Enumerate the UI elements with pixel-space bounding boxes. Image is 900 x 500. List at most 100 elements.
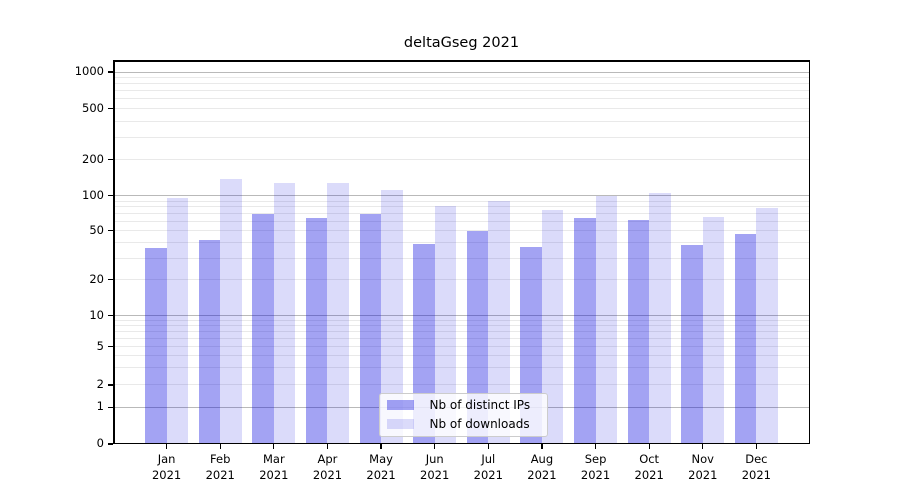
y-tick-label: 100 (82, 187, 104, 202)
x-tick-label: Nov 2021 (671, 452, 735, 483)
x-tick-label: Jan 2021 (135, 452, 199, 483)
axis-spine-right (808, 60, 810, 444)
x-tick-label-month: Jan (157, 452, 176, 466)
minor-gridline (113, 367, 810, 369)
x-tick-label-year: 2021 (741, 467, 772, 482)
y-tick-label: 1 (96, 399, 104, 414)
y-tick-mark (108, 345, 113, 348)
x-tick-label-month: Jun (425, 452, 444, 466)
x-tick-label-year: 2021 (473, 467, 503, 482)
minor-gridline (113, 77, 810, 79)
x-tick-label-month: Oct (639, 452, 660, 466)
axis-spine-top (113, 60, 810, 62)
bar-downloads-jan (166, 197, 189, 444)
minor-gridline (113, 159, 810, 161)
x-tick-mark (166, 444, 168, 449)
axis-spine-bottom (113, 442, 810, 444)
y-tick-mark (108, 107, 113, 110)
y-tick-label: 0 (96, 436, 104, 450)
bar-distinct-ips-feb (198, 240, 221, 444)
x-tick-mark (594, 444, 597, 449)
minor-gridline (113, 136, 810, 138)
y-tick-mark (108, 159, 113, 161)
x-tick-mark (702, 444, 704, 449)
x-tick-label-year: 2021 (205, 467, 235, 482)
x-tick-label-month: Apr (317, 452, 338, 466)
minor-gridline (113, 346, 810, 348)
y-tick-mark (108, 279, 113, 281)
bar-downloads-mar (273, 183, 296, 444)
legend-label-downloads: Nb of downloads (429, 416, 530, 431)
minor-gridline (113, 325, 810, 327)
x-tick-label-year: 2021 (259, 467, 289, 482)
bar-distinct-ips-dec (734, 234, 757, 444)
bar-downloads-dec (756, 207, 778, 444)
x-tick-label-year: 2021 (151, 467, 182, 482)
bar-downloads-apr (327, 182, 349, 444)
x-tick-label-year: 2021 (527, 467, 557, 482)
bar-distinct-ips-apr (305, 218, 328, 444)
plot-area: Nb of distinct IPs Nb of downloads (113, 60, 810, 444)
x-tick-label-year: 2021 (312, 467, 343, 482)
x-tick-label-month: Dec (745, 452, 768, 466)
bar-distinct-ips-mar (252, 213, 274, 444)
minor-gridline (113, 90, 810, 92)
x-tick-label-year: 2021 (580, 467, 611, 482)
chart-title: deltaGseg 2021 (403, 35, 520, 51)
bar-distinct-ips-may (359, 214, 382, 444)
bar-downloads-aug (541, 210, 564, 444)
y-tick-mark (108, 384, 113, 386)
minor-gridline (113, 320, 810, 321)
bar-downloads-sep (595, 196, 618, 444)
y-tick-mark (108, 195, 113, 197)
x-tick-label-month: Jul (481, 452, 496, 466)
axis-spine-left (113, 60, 115, 444)
x-tick-label: Jul 2021 (456, 452, 520, 483)
x-tick-mark (273, 444, 275, 449)
y-tick-label: 2 (96, 376, 104, 391)
legend: Nb of distinct IPs Nb of downloads (378, 392, 548, 437)
bar-distinct-ips-nov (681, 245, 703, 444)
legend-swatch-downloads-icon (386, 418, 414, 429)
minor-gridline (113, 331, 810, 333)
bar-downloads-oct (649, 192, 671, 444)
minor-gridline (113, 384, 810, 386)
minor-gridline (113, 338, 810, 339)
y-tick-label: 10 (89, 307, 104, 322)
x-tick-label: Oct 2021 (617, 452, 681, 483)
x-tick-label: Mar 2021 (242, 452, 306, 483)
x-tick-label-year: 2021 (688, 467, 718, 482)
x-tick-mark (380, 444, 382, 449)
x-tick-label-year: 2021 (366, 467, 396, 482)
minor-gridline (113, 221, 810, 223)
x-tick-mark (219, 444, 221, 449)
legend-swatch-distinct-ips-icon (386, 400, 414, 411)
x-tick-mark (541, 444, 543, 449)
x-tick-label: Apr 2021 (295, 452, 359, 483)
y-tick-mark (108, 443, 113, 445)
minor-gridline (113, 108, 810, 110)
x-tick-label: Jun 2021 (403, 452, 467, 483)
minor-gridline (113, 83, 810, 85)
bar-downloads-feb (220, 178, 242, 444)
bar-distinct-ips-sep (574, 218, 596, 444)
x-tick-mark (755, 444, 757, 449)
x-tick-label-month: May (369, 452, 393, 466)
x-tick-label-month: Nov (691, 452, 714, 466)
x-tick-label-year: 2021 (420, 467, 450, 482)
bar-downloads-jun (434, 206, 457, 444)
x-tick-label: Dec 2021 (724, 452, 788, 483)
x-tick-label-month: Feb (210, 452, 231, 466)
y-tick-label: 50 (89, 222, 104, 237)
x-tick-label-year: 2021 (634, 467, 664, 482)
bar-downloads-jul (488, 201, 510, 444)
bar-distinct-ips-jul (466, 230, 489, 444)
minor-gridline (113, 242, 810, 244)
y-tick-mark (108, 406, 113, 408)
minor-gridline (113, 279, 810, 281)
minor-gridline (113, 98, 810, 100)
x-tick-mark (648, 444, 650, 449)
y-tick-label: 1000 (74, 64, 104, 79)
minor-gridline (113, 200, 810, 202)
